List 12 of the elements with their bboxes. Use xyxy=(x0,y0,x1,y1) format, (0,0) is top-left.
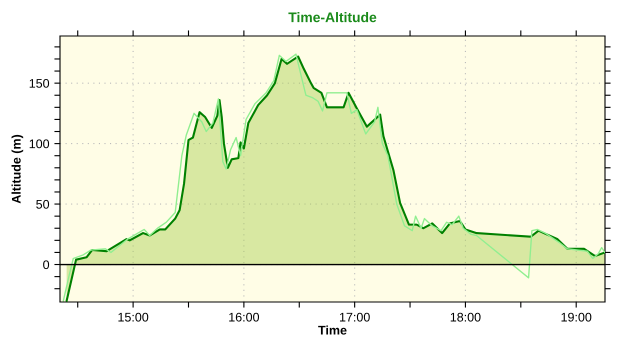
x-axis-title: Time xyxy=(318,325,347,335)
x-tick-label: 19:00 xyxy=(562,312,592,322)
x-tick-label: 16:00 xyxy=(229,312,260,322)
x-tick-label: 18:00 xyxy=(450,312,481,322)
x-tick-label: 15:00 xyxy=(118,312,148,322)
y-tick-label: 0 xyxy=(43,260,50,270)
y-axis-title: Altitude (m) xyxy=(12,134,24,204)
y-tick-label: 100 xyxy=(30,139,50,148)
x-tick-label: 17:00 xyxy=(340,312,370,322)
chart-title: Time-Altitude xyxy=(288,12,376,22)
y-tick-label: 150 xyxy=(30,78,50,88)
y-tick-label: 50 xyxy=(36,200,50,209)
